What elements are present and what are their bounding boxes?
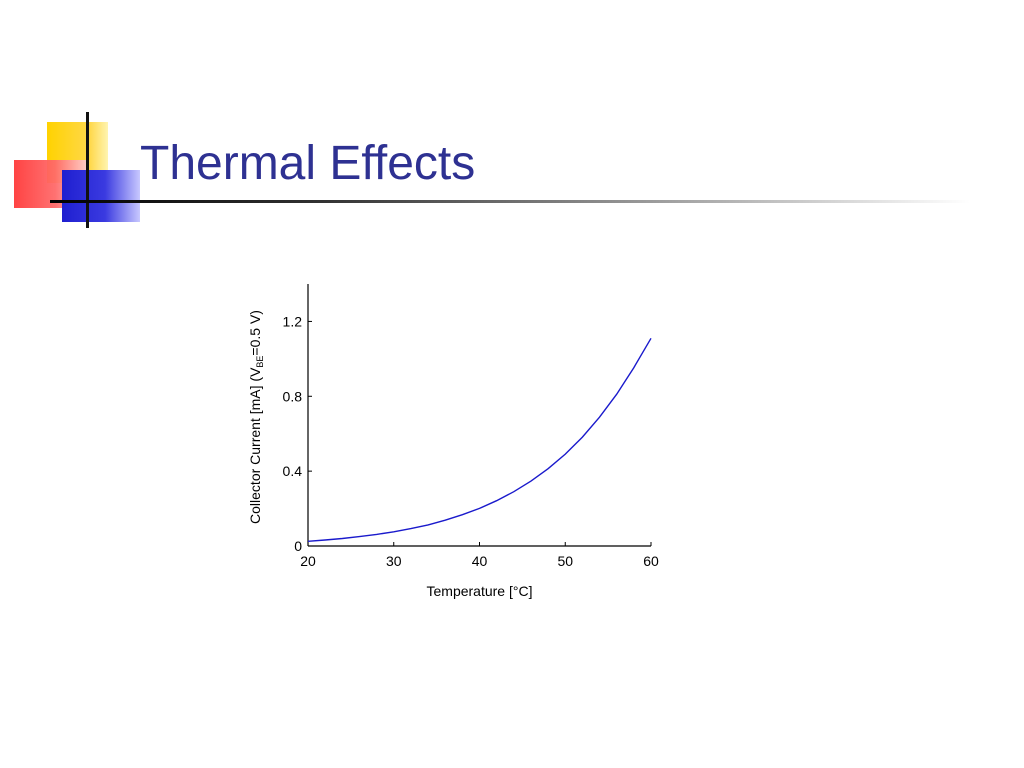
decor-blue-square (62, 170, 140, 222)
y-axis-label-subscript: BE (255, 356, 265, 368)
decor-vertical-line (86, 112, 89, 228)
x-tick-label: 50 (557, 553, 573, 569)
y-tick-label: 0.8 (283, 388, 303, 404)
series-line (307, 337, 652, 542)
x-tick-label: 60 (643, 553, 659, 569)
y-axis-label-prefix: Collector Current [mA] (V (247, 367, 263, 524)
y-axis-label-suffix: =0.5 V) (247, 310, 263, 356)
title-underline (50, 200, 970, 203)
x-tick-label: 30 (386, 553, 402, 569)
y-tick-label: 0.4 (283, 463, 303, 479)
y-tick-label: 0 (294, 538, 302, 554)
chart-axes (307, 284, 651, 547)
chart-ticks: 20 30 40 50 60 0 0.4 0.8 1.2 (283, 313, 659, 569)
slide-title: Thermal Effects (140, 137, 476, 190)
y-axis-label: Collector Current [mA] (VBE=0.5 V) (247, 310, 265, 524)
x-tick-label: 40 (472, 553, 488, 569)
y-tick-label: 1.2 (283, 313, 303, 329)
x-tick-label: 20 (300, 553, 316, 569)
x-axis-label: Temperature [°C] (427, 583, 533, 599)
